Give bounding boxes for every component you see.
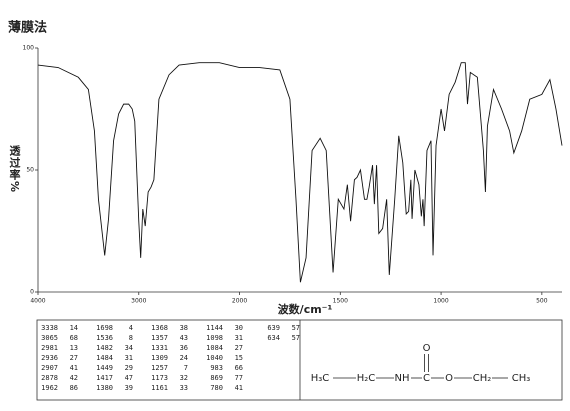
peak-transmittance: 32 (180, 374, 188, 382)
peak-transmittance: 66 (235, 364, 243, 372)
peak-transmittance: 7 (184, 364, 188, 372)
peak-transmittance: 86 (70, 384, 78, 392)
peak-transmittance: 13 (70, 344, 78, 352)
peak-transmittance: 47 (125, 374, 133, 382)
peak-wavenumber: 780 (210, 384, 223, 392)
peak-wavenumber: 1144 (206, 324, 223, 332)
peak-wavenumber: 1257 (151, 364, 168, 372)
structure-atom: NH (395, 373, 410, 384)
x-axis-label: 波数/cm⁻¹ (278, 302, 333, 316)
y-tick-label: 100 (23, 45, 35, 52)
peak-transmittance: 57 (292, 324, 300, 332)
peak-transmittance: 41 (235, 384, 243, 392)
x-tick-label: 4000 (30, 298, 45, 305)
x-tick-label: 500 (536, 298, 548, 305)
peak-wavenumber: 3338 (41, 324, 58, 332)
peak-wavenumber: 1962 (41, 384, 58, 392)
peak-wavenumber: 1698 (96, 324, 113, 332)
peak-transmittance: 24 (180, 354, 188, 362)
peak-transmittance: 31 (235, 334, 243, 342)
peak-wavenumber: 1417 (96, 374, 113, 382)
table-frame (36, 319, 563, 401)
peak-transmittance: 4 (129, 324, 133, 332)
peak-wavenumber: 1380 (96, 384, 113, 392)
peak-wavenumber: 1482 (96, 344, 113, 352)
peak-transmittance: 31 (125, 354, 133, 362)
peak-wavenumber: 2878 (41, 374, 58, 382)
structure-atom: C (423, 373, 430, 384)
peak-wavenumber: 1161 (151, 384, 168, 392)
y-tick-label: 0 (30, 289, 34, 296)
peak-wavenumber: 2981 (41, 344, 58, 352)
peak-transmittance: 38 (180, 324, 188, 332)
peak-transmittance: 39 (125, 384, 133, 392)
peak-transmittance: 68 (70, 334, 78, 342)
peak-transmittance: 57 (292, 334, 300, 342)
spectrum-line (37, 62, 563, 283)
peak-wavenumber: 1449 (96, 364, 113, 372)
peak-wavenumber: 1331 (151, 344, 168, 352)
peak-wavenumber: 869 (210, 374, 223, 382)
structure-bonds (333, 354, 508, 379)
peak-wavenumber: 1357 (151, 334, 168, 342)
peak-transmittance: 29 (125, 364, 133, 372)
peak-wavenumber: 1484 (96, 354, 113, 362)
peak-transmittance: 36 (180, 344, 188, 352)
peak-transmittance: 42 (70, 374, 78, 382)
peak-transmittance: 41 (70, 364, 78, 372)
peak-transmittance: 15 (235, 354, 243, 362)
peak-transmittance: 34 (125, 344, 133, 352)
peak-wavenumber: 1173 (151, 374, 168, 382)
peak-transmittance: 14 (70, 324, 78, 332)
peak-transmittance: 27 (235, 344, 243, 352)
peak-wavenumber: 1098 (206, 334, 223, 342)
x-tick-label: 1500 (333, 298, 348, 305)
peak-wavenumber: 1368 (151, 324, 168, 332)
x-tick-label: 1000 (433, 298, 448, 305)
peak-transmittance: 77 (235, 374, 243, 382)
structure-atom: O (445, 373, 453, 384)
structure-atom: H₃C (311, 373, 330, 384)
x-tick-label: 2000 (232, 298, 247, 305)
chart-title: 薄膜法 (8, 20, 47, 36)
peak-transmittance: 33 (180, 384, 188, 392)
peak-wavenumber: 1536 (96, 334, 113, 342)
structure-atom: CH₂ (473, 373, 492, 384)
peak-wavenumber: 3065 (41, 334, 58, 342)
y-tick-label: 50 (26, 167, 34, 174)
peak-wavenumber: 634 (267, 334, 280, 342)
peak-transmittance: 30 (235, 324, 243, 332)
peak-wavenumber: 1040 (206, 354, 223, 362)
peak-wavenumber: 639 (267, 324, 280, 332)
peak-transmittance: 27 (70, 354, 78, 362)
peak-wavenumber: 983 (210, 364, 223, 372)
peak-wavenumber: 2936 (41, 354, 58, 362)
peak-transmittance: 8 (129, 334, 133, 342)
peak-wavenumber: 1309 (151, 354, 168, 362)
x-tick-label: 3000 (131, 298, 146, 305)
structure-atom: O (423, 343, 431, 354)
structure-atom: CH₃ (512, 373, 531, 384)
peak-transmittance: 43 (180, 334, 188, 342)
structure-atom: H₂C (357, 373, 376, 384)
peak-wavenumber: 2907 (41, 364, 58, 372)
y-axis-label: 透过率% (8, 145, 21, 193)
peak-wavenumber: 1084 (206, 344, 223, 352)
